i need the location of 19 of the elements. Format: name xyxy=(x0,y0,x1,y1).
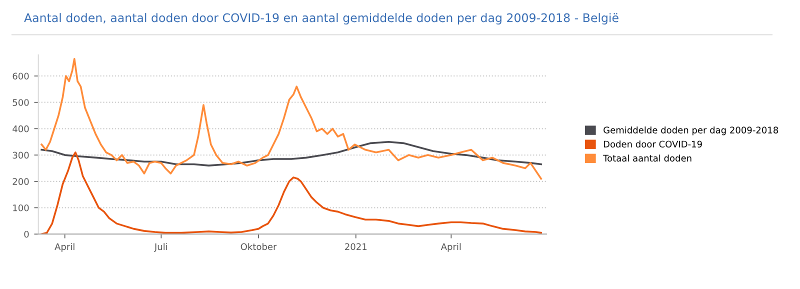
x-tick-label: April xyxy=(440,243,461,252)
x-tick-label: 2021 xyxy=(345,243,367,250)
y-tick-label: 0 xyxy=(24,230,29,238)
y-tick-label: 200 xyxy=(12,178,29,185)
legend-label: Totaal aantal doden xyxy=(603,154,692,162)
y-tick-label: 100 xyxy=(13,204,29,212)
y-tick-label: 500 xyxy=(12,99,29,106)
x-tick-label: April xyxy=(54,243,74,252)
x-tick-label: Oktober xyxy=(240,243,277,250)
x-tick-label: Juli xyxy=(154,243,168,252)
chart-title: Aantal doden, aantal doden door COVID-19 en aantal gemiddelde doden per dag 2009-2018 - België xyxy=(24,13,618,24)
legend-label: Doden door COVID-19 xyxy=(604,140,702,148)
legend-label: Gemiddelde doden per dag 2009-2018 xyxy=(604,126,778,136)
y-tick-label: 400 xyxy=(12,125,29,132)
y-tick-label: 600 xyxy=(12,72,29,80)
y-tick-label: 300 xyxy=(12,152,29,159)
line-series xyxy=(40,58,542,180)
line-series xyxy=(40,140,542,166)
line-series xyxy=(40,152,542,234)
